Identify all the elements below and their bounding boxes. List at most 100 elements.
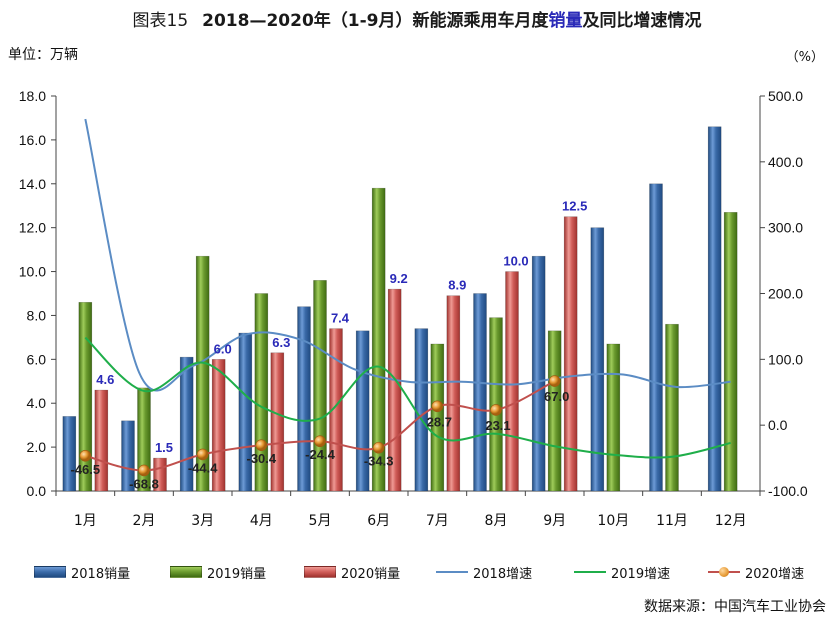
bar-2018-sales [707,126,722,492]
x-tick-label: 3月 [191,513,214,529]
label-2020-sales: 7.4 [331,311,350,326]
x-tick-label: 8月 [485,513,508,529]
title-part-1: 2018—2020年（1-9月）新能源乘用车月度 [202,11,549,31]
right-axis-unit: （%） [785,50,824,65]
label-2020-sales: 8.9 [448,278,466,293]
bar-2019-sales [606,343,621,492]
x-tick-label: 1月 [74,513,97,529]
label-2020-growth: 67.0 [544,389,569,404]
right-tick-label: 100.0 [768,351,803,367]
x-tick-label: 7月 [426,513,449,529]
legend-label: 2019销量 [207,566,267,582]
left-tick-label: 8.0 [27,307,47,323]
legend-item-2019-growth: 2019增速 [574,560,670,584]
bar-2019-sales [430,343,445,492]
left-tick-label: 16.0 [19,132,46,148]
bar-2019-sales [371,187,386,492]
bar-2020-sales [329,328,343,492]
bar-2018-sales [531,255,546,492]
left-tick-label: 18.0 [19,88,46,104]
x-tick-label: 10月 [597,513,629,529]
label-2020-sales: 6.3 [272,335,290,350]
label-2020-growth: -34.3 [364,454,394,469]
x-tick-label: 6月 [367,513,390,529]
bar-2020-sales [563,216,578,492]
legend-label: 2018销量 [71,566,131,582]
label-2020-growth: 23.1 [485,418,510,433]
left-tick-label: 4.0 [27,395,47,411]
figure-label: 图表15 [132,11,189,31]
marker-2020-growth [196,448,209,461]
marker-2020-growth [372,441,385,454]
label-2020-growth: -24.4 [305,447,335,462]
bar-2020-sales [505,271,519,492]
label-2020-sales: 10.0 [503,254,528,269]
label-2020-growth: 28.7 [427,414,452,429]
legend-item-2018-sales: 2018销量 [34,560,130,584]
bar-2019-sales [78,301,93,492]
right-tick-label: 200.0 [768,286,803,302]
legend-swatch-2018-growth [436,571,468,573]
bar-2019-sales [665,323,679,492]
bar-2018-sales [649,183,663,492]
legend-swatch-2018-sales [34,566,66,578]
marker-2020-growth [431,400,444,413]
legend-item-2020-sales: 2020销量 [304,560,400,584]
label-2020-sales: 4.6 [96,372,114,387]
marker-2020-growth [314,435,326,448]
label-2020-growth: -30.4 [247,451,277,466]
line-2019-growth [84,336,731,459]
x-tick-label: 9月 [543,513,566,529]
legend-swatch-2019-growth [574,571,606,573]
legend-label: 2019增速 [611,566,671,582]
label-2020-sales: 6.0 [214,341,232,356]
legend-label: 2020增速 [745,566,805,582]
data-source: 数据来源：中国汽车工业协会 [644,599,826,615]
x-tick-label: 11月 [656,513,688,529]
title-part-2: 及同比增速情况 [582,11,702,31]
left-axis-unit: 单位：万辆 [8,47,78,63]
left-tick-label: 0.0 [27,483,47,499]
bar-2018-sales [473,293,487,492]
title-highlight: 销量 [548,11,583,31]
chart-title: 图表15 2018—2020年（1-9月）新能源乘用车月度销量及同比增速情况 [0,6,834,31]
left-tick-label: 6.0 [27,351,47,367]
chart-legend: 2018销量 2019销量 2020销量 2018增速 2019增速 2020增… [0,560,834,584]
bar-2018-sales [414,328,429,492]
label-2020-growth: -46.5 [71,462,101,477]
left-tick-label: 2.0 [27,439,47,455]
legend-label: 2018增速 [473,566,533,582]
legend-swatch-2019-sales [170,566,202,578]
x-tick-label: 12月 [715,513,747,529]
bar-2019-sales [723,212,738,492]
x-tick-label: 5月 [309,513,332,529]
bar-2019-sales [137,387,151,492]
label-2020-sales: 9.2 [390,271,408,286]
right-tick-label: 500.0 [768,88,803,104]
legend-item-2019-sales: 2019销量 [170,560,266,584]
label-2020-growth: -68.8 [129,476,159,491]
chart-plot: 0.0 2.0 4.0 6.0 8.0 10.0 12.0 14.0 16.0 18.0 -100.… [19,88,808,529]
bar-2020-sales [211,359,226,492]
label-2020-sales: 1.5 [155,440,173,455]
legend-item-2018-growth: 2018增速 [436,560,532,584]
marker-2020-growth [255,439,268,451]
bar-2020-sales [270,352,285,492]
marker-2020-growth [138,464,150,477]
label-2020-growth: -44.4 [188,460,218,475]
bar-2018-sales [590,227,605,492]
right-tick-label: 300.0 [768,220,803,236]
right-tick-label: -100.0 [768,483,808,499]
legend-swatch-2020-growth [708,567,740,577]
bar-2018-sales [121,420,135,492]
bar-2020-sales [446,295,461,492]
right-tick-label: 0.0 [768,417,788,433]
bar-2019-sales [195,255,210,492]
left-tick-label: 10.0 [19,264,46,280]
label-2020-sales: 12.5 [562,199,587,214]
x-tick-label: 2月 [133,513,156,529]
bar-2019-sales [547,330,562,492]
legend-swatch-2020-sales [304,566,336,578]
bar-2018-sales [297,306,311,492]
left-tick-label: 14.0 [19,176,46,192]
